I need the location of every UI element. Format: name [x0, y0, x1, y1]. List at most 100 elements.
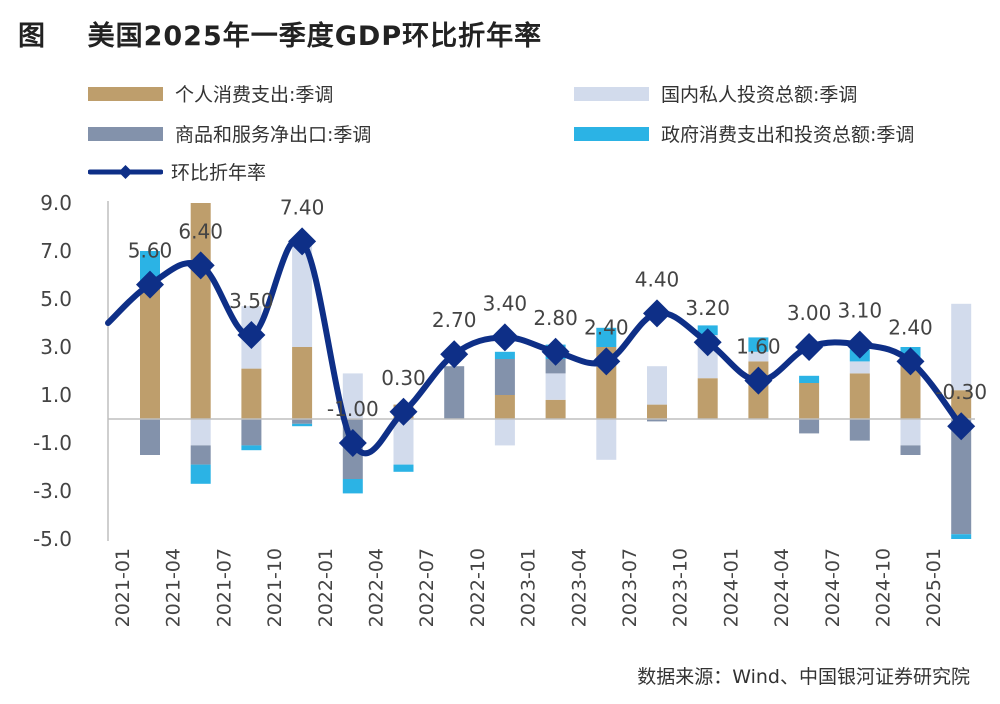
bar-s1-2022-10 [494, 419, 515, 446]
legend-label-consumption: 个人消费支出:季调 [175, 84, 334, 106]
gdp-rate-data-label: -0.30 [935, 380, 987, 404]
bar-s0-2025-01 [951, 390, 972, 419]
bar-s2-2021-04 [190, 445, 211, 465]
legend-item-net-exports: 商品和服务净出口:季调 [88, 120, 371, 147]
x-tick-label: 2022-10 [467, 548, 489, 627]
bar-s0-2021-07 [241, 368, 262, 419]
bar-s2-2024-04 [799, 419, 820, 434]
y-tick-label: -5.0 [33, 527, 72, 551]
bar-s3-2021-07 [241, 445, 262, 451]
bar-s0-2024-07 [849, 373, 870, 419]
x-tick-label: 2023-04 [568, 548, 590, 627]
gdp-rate-marker-2022-01 [338, 429, 367, 457]
bar-s2-2022-10 [494, 359, 515, 395]
x-tick-label: 2024-01 [720, 548, 742, 627]
bar-s2-2022-07 [444, 366, 465, 419]
x-tick-label: 2023-10 [670, 548, 692, 627]
bar-s0-2021-01 [140, 284, 160, 419]
bar-s3-2022-10 [494, 351, 515, 359]
gdp-rate-marker-2024-10 [896, 347, 925, 376]
bar-s0-2021-10 [292, 347, 313, 419]
chart-title: 图 美国2025年一季度GDP环比折年率 [18, 21, 543, 52]
gdp-rate-data-label: 0.30 [381, 366, 426, 390]
gdp-rate-marker-2025-01 [947, 412, 976, 441]
gdp-rate-data-label: 3.20 [685, 296, 730, 320]
bar-s0-2024-04 [799, 383, 820, 419]
gdp-rate-data-label: 1.60 [736, 335, 781, 359]
legend-item-gdp-rate: 环比折年率 [88, 158, 266, 185]
bar-s1-2022-01 [342, 373, 363, 419]
source-note: 数据来源：Wind、中国银河证券研究院 [637, 666, 970, 688]
gdp-rate-marker-2024-01 [744, 366, 773, 395]
gdp-rate-marker-2024-07 [845, 330, 874, 359]
bar-s2-2025-01 [951, 419, 972, 535]
legend-item-investment: 国内私人投资总额:季调 [574, 80, 857, 107]
gdp-rate-marker-2021-10 [288, 227, 317, 256]
gdp-rate-data-label: 3.40 [483, 291, 528, 315]
gdp-rate-data-label: 6.40 [178, 219, 223, 243]
bar-s2-2021-10 [292, 419, 313, 424]
gdp-rate-marker-2022-07 [440, 340, 469, 369]
x-tick-label: 2023-01 [518, 548, 540, 627]
bar-s1-2024-07 [849, 361, 870, 374]
legend-label-net-exports: 商品和服务净出口:季调 [175, 124, 372, 146]
bar-s0-2023-10 [697, 378, 718, 419]
bar-s0-2022-10 [494, 395, 515, 419]
gdp-rate-data-label: 5.60 [128, 239, 173, 263]
bar-s0-2024-10 [900, 359, 921, 419]
x-tick-label: 2024-07 [822, 548, 844, 627]
y-tick-label: 7.0 [40, 239, 72, 263]
y-tick-label: -3.0 [33, 479, 72, 503]
bar-s3-2022-04 [393, 464, 414, 472]
gdp-rate-data-label: 7.40 [280, 195, 325, 219]
gdp-rate-data-label: 2.40 [888, 315, 933, 339]
bar-s3-2023-04 [596, 327, 617, 347]
bar-s3-2021-04 [190, 464, 211, 484]
bar-s3-2024-04 [799, 375, 820, 383]
legend-item-consumption: 个人消费支出:季调 [88, 80, 333, 107]
legend-swatch-net-exports [88, 126, 163, 141]
bar-s2-2023-07 [647, 419, 667, 422]
legend-swatch-investment [574, 86, 649, 101]
legend-item-government: 政府消费支出和投资总额:季调 [574, 120, 914, 147]
bar-s1-2021-04 [190, 419, 211, 446]
bar-s1-2022-04 [393, 419, 414, 465]
y-tick-label: 9.0 [40, 191, 72, 215]
legend-label-investment: 国内私人投资总额:季调 [661, 84, 858, 106]
x-tick-label: 2022-07 [416, 548, 438, 627]
y-tick-label: -1.0 [33, 431, 72, 455]
y-tick-label: 3.0 [40, 335, 72, 359]
x-tick-label: 2021-01 [112, 548, 134, 627]
bar-s1-2023-07 [647, 366, 667, 405]
gdp-rate-data-label: 2.80 [533, 306, 578, 330]
bar-s2-2024-07 [849, 419, 870, 441]
gdp-rate-marker-2021-07 [237, 321, 266, 349]
bar-s2-2021-07 [241, 419, 262, 446]
x-tick-label: 2023-07 [619, 548, 641, 627]
legend-label-gdp-rate: 环比折年率 [171, 162, 267, 184]
bar-s1-2024-01 [748, 351, 769, 362]
bar-s0-2023-07 [647, 404, 667, 419]
bar-s3-2024-01 [748, 337, 769, 352]
x-tick-label: 2021-10 [264, 548, 286, 627]
gdp-rate-data-label: 3.50 [229, 289, 274, 313]
gdp-rate-marker-2023-04 [592, 347, 621, 376]
legend-label-government: 政府消费支出和投资总额:季调 [661, 124, 915, 146]
gdp-rate-data-label: 3.00 [787, 301, 832, 325]
x-tick-label: 2021-04 [163, 548, 185, 627]
bar-s3-2021-10 [292, 423, 313, 427]
x-tick-label: 2025-01 [923, 548, 945, 627]
gdp-rate-data-label: 2.70 [432, 308, 477, 332]
gdp-rate-marker-2021-04 [186, 251, 215, 280]
bar-s2-2023-01 [545, 359, 566, 374]
bar-s1-2021-10 [292, 243, 313, 347]
gdp-rate-marker-2022-10 [490, 323, 519, 352]
gdp-rate-line [105, 236, 965, 457]
x-tick-label: 2024-10 [873, 548, 895, 627]
y-tick-label: 5.0 [40, 287, 72, 311]
bar-s1-2023-01 [545, 373, 566, 400]
x-tick-label: 2022-04 [366, 548, 388, 627]
gdp-rate-marker-2024-04 [795, 333, 824, 361]
bar-s2-2024-10 [900, 445, 921, 455]
